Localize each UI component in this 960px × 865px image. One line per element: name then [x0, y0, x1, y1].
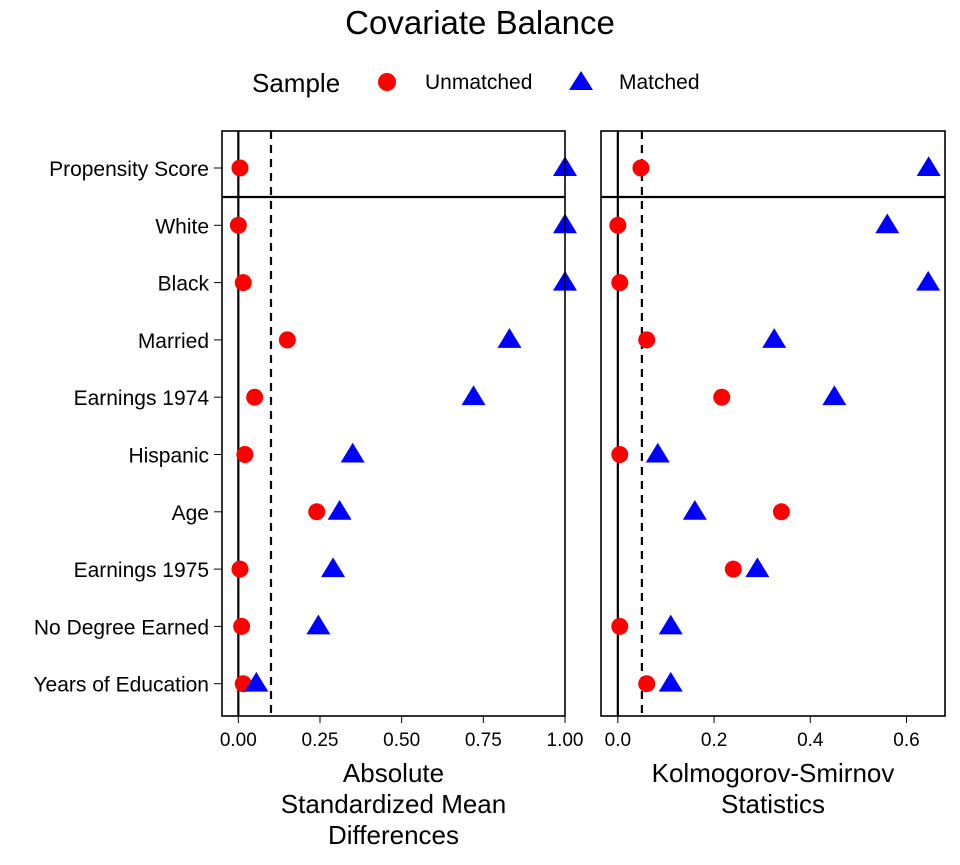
- panel-border: [600, 130, 946, 717]
- point-unmatched: [308, 503, 326, 521]
- point-unmatched: [231, 159, 249, 177]
- x-tick-label: 0.25: [302, 730, 339, 751]
- x-tick-label: 0.75: [465, 730, 502, 751]
- y-tick-label: Age: [172, 502, 209, 525]
- point-matched: [916, 270, 941, 291]
- point-matched: [306, 614, 331, 635]
- point-matched: [658, 671, 683, 692]
- point-matched: [658, 614, 683, 635]
- point-matched: [682, 500, 707, 520]
- panel-1: 0.00 0.25 0.50 0.75 1.00 AbsoluteStandardized…: [220, 130, 584, 850]
- point-matched: [822, 385, 847, 406]
- x-tick-label: 0.6: [893, 730, 919, 751]
- legend: Sample Unmatched Matched: [252, 68, 700, 98]
- point-matched: [916, 156, 941, 176]
- panel-border: [221, 130, 566, 717]
- point-unmatched: [609, 216, 627, 234]
- y-tick-label: Years of Education: [33, 674, 209, 697]
- x-axis-title-line: Kolmogorov-Smirnov: [652, 758, 895, 788]
- point-unmatched: [713, 388, 731, 406]
- x-axis-title-line: Standardized Mean: [281, 789, 506, 819]
- y-tick-label: Married: [138, 330, 209, 353]
- point-unmatched: [638, 331, 656, 349]
- point-unmatched: [611, 274, 629, 292]
- chart-title: Covariate Balance: [345, 4, 615, 41]
- point-matched: [875, 213, 900, 234]
- y-tick-label: Earnings 1974: [74, 387, 210, 410]
- x-tick-label: 0.4: [797, 730, 824, 751]
- point-unmatched: [278, 331, 296, 349]
- y-tick-label: White: [155, 215, 209, 238]
- point-matched: [340, 442, 365, 463]
- point-unmatched: [229, 216, 247, 234]
- point-unmatched: [231, 560, 249, 578]
- x-axis-title-line: Differences: [328, 820, 459, 850]
- point-unmatched: [233, 617, 251, 635]
- y-tick-label: No Degree Earned: [34, 616, 209, 639]
- point-matched: [497, 328, 522, 348]
- point-unmatched: [246, 388, 264, 406]
- y-tick-label: Earnings 1975: [74, 559, 209, 582]
- point-unmatched: [234, 274, 252, 292]
- legend-matched-label: Matched: [619, 71, 700, 94]
- legend-matched-marker: [569, 71, 593, 90]
- y-axis-labels: Propensity Score White Black Married Earning…: [33, 158, 222, 697]
- y-tick-label: Propensity Score: [49, 158, 209, 181]
- x-axis-title-line: Absolute: [343, 758, 444, 788]
- chart-panels: 0.00 0.25 0.50 0.75 1.00 AbsoluteStandardized…: [220, 130, 946, 850]
- y-tick-label: Black: [158, 273, 210, 296]
- x-axis-title-line: Statistics: [721, 789, 825, 819]
- point-unmatched: [236, 446, 254, 463]
- x-tick-label: 1.00: [547, 730, 584, 751]
- point-unmatched: [638, 675, 656, 693]
- x-tick-label: 0.50: [383, 730, 420, 751]
- point-unmatched: [611, 617, 629, 635]
- x-tick-label: 0.00: [220, 730, 257, 751]
- legend-unmatched-label: Unmatched: [425, 71, 532, 94]
- x-tick-label: 0.2: [701, 730, 727, 751]
- point-matched: [321, 557, 346, 578]
- point-matched: [461, 385, 486, 406]
- point-matched: [327, 500, 352, 520]
- y-tick-label: Hispanic: [128, 445, 209, 468]
- point-unmatched: [772, 503, 790, 521]
- point-unmatched: [632, 159, 650, 177]
- point-matched: [745, 557, 770, 578]
- point-matched: [244, 671, 269, 692]
- point-matched: [645, 442, 670, 463]
- point-matched: [762, 328, 787, 348]
- legend-unmatched-marker: [378, 73, 396, 91]
- x-tick-label: 0.0: [605, 730, 631, 751]
- legend-title: Sample: [252, 68, 340, 98]
- point-unmatched: [611, 446, 629, 463]
- point-unmatched: [724, 560, 742, 578]
